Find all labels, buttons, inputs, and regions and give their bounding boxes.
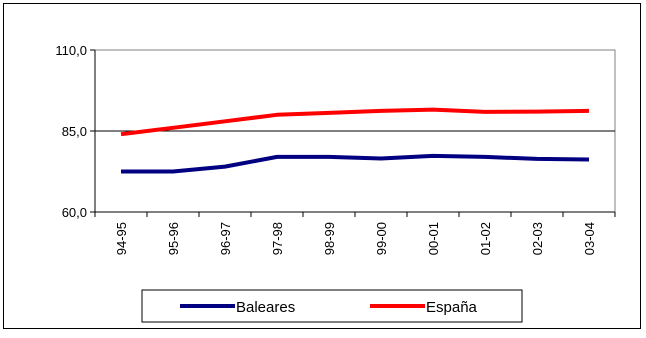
x-tick-label: 03-04 [582,222,597,255]
x-tick-label: 99-00 [374,222,389,255]
series-lines [120,107,590,174]
x-tick-label: 96-97 [218,222,233,255]
plot-area [94,49,616,213]
legend-label: Baleares [236,299,295,316]
legend-label: España [426,299,478,316]
series-line-espa-a [120,107,590,137]
x-tick-label: 98-99 [322,222,337,255]
y-tick-label: 110,0 [55,43,87,58]
x-tick-label: 00-01 [426,222,441,255]
y-tick-label: 85,0 [62,124,87,139]
x-tick-label: 02-03 [530,222,545,255]
series-line-baleares [121,153,590,174]
legend: Baleares España [141,289,523,323]
y-tick-label: 60,0 [62,205,87,220]
axes: 60,0 85,0 110,0 94-95 95-96 96-97 97-98 98-99 99… [55,43,616,255]
x-tick-label: 94-95 [114,222,129,255]
x-tick-label: 01-02 [478,222,493,255]
x-tick-label: 97-98 [270,222,285,255]
chart-area-border [3,3,641,329]
x-tick-label: 95-96 [166,222,181,255]
